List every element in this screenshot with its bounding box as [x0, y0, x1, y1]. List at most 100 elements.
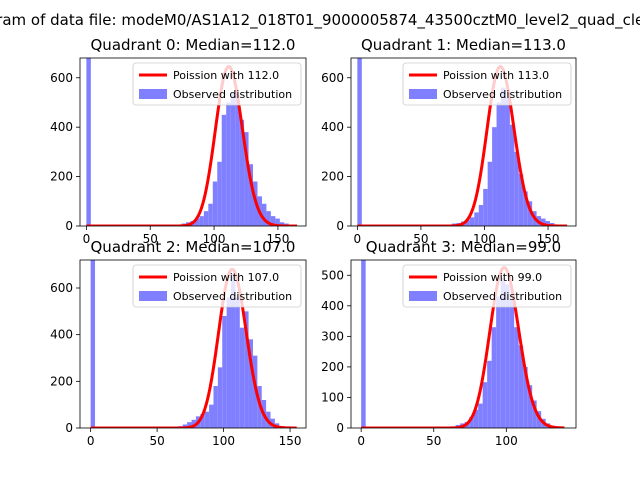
- axes-frame: [79, 259, 307, 429]
- subplot-quadrant-2: 0 50 100 150 0 200 400 600 Quadrant 2: Median=10…: [50, 238, 307, 448]
- x-tick-label: 0: [354, 232, 362, 246]
- histogram-bar: [473, 409, 479, 428]
- y-tick-label: 600: [50, 281, 73, 295]
- poisson-curve: [86, 65, 298, 226]
- histogram-bar: [501, 87, 506, 226]
- plot-area: [90, 260, 297, 428]
- histogram-bar: [200, 414, 205, 428]
- histogram-bar: [505, 97, 510, 226]
- legend-label-poisson: Poission with 113.0: [443, 69, 549, 82]
- histogram-bar: [487, 360, 492, 428]
- legend-label-observed: Observed distribution: [173, 88, 292, 101]
- histogram-bar: [261, 203, 267, 226]
- histogram-bar: [248, 339, 253, 428]
- histogram-bar: [505, 284, 510, 428]
- histogram-bar: [500, 278, 506, 428]
- histogram-bar: [266, 211, 271, 226]
- legend-hist-swatch: [409, 89, 437, 99]
- histogram-bar: [487, 161, 493, 226]
- x-tick-label: 150: [537, 232, 560, 246]
- x-tick-label: 100: [495, 434, 518, 448]
- histogram-bar: [469, 217, 475, 226]
- y-tick-label: 400: [50, 120, 73, 134]
- legend-box: [132, 62, 302, 106]
- axes-frame: [79, 57, 307, 227]
- histogram-bar: [523, 366, 528, 428]
- legend: Poission with 107.0 Observed distribution: [132, 264, 302, 308]
- y-tick-label: 400: [321, 299, 344, 313]
- histogram-bar: [275, 218, 280, 226]
- histogram-bar: [212, 181, 218, 226]
- legend-label-poisson: Poission with 112.0: [173, 69, 279, 82]
- legend-box: [132, 264, 302, 308]
- histogram-bar: [361, 260, 366, 428]
- x-tick-label: 0: [357, 434, 365, 448]
- y-tick-label: 600: [50, 71, 73, 85]
- y-tick-label: 500: [321, 268, 344, 282]
- histogram-bar: [518, 345, 524, 428]
- histogram-bar: [496, 102, 501, 226]
- histogram-bar: [239, 119, 245, 226]
- x-tick-label: 50: [413, 232, 428, 246]
- axes-frame: [350, 57, 577, 227]
- histogram-bar: [483, 188, 488, 226]
- x-tick-label: 0: [83, 232, 91, 246]
- subplot-quadrant-1: 0 50 100 150 0 200 400 600 Quadrant 1: Median=11…: [321, 36, 577, 246]
- legend-hist-swatch: [139, 89, 167, 99]
- histogram-bar: [199, 216, 204, 226]
- y-tick-label: 200: [321, 170, 344, 184]
- histogram-bar: [222, 316, 227, 428]
- x-tick-label: 150: [266, 232, 289, 246]
- y-tick-label: 400: [321, 120, 344, 134]
- histogram-bar: [221, 114, 227, 226]
- histogram-bar: [509, 124, 515, 226]
- x-tick-label: 0: [87, 434, 95, 448]
- plot-area: [86, 58, 298, 226]
- histogram-bar: [532, 400, 537, 428]
- x-tick-label: 50: [143, 232, 158, 246]
- x-tick-label: 150: [279, 434, 302, 448]
- legend-label-observed: Observed distribution: [173, 290, 292, 303]
- histogram-bar: [217, 161, 222, 226]
- histogram-bar: [465, 219, 470, 226]
- x-tick-label: 50: [426, 434, 441, 448]
- histogram-bar: [541, 218, 546, 226]
- y-tick-label: 400: [50, 328, 73, 342]
- histogram-bar: [279, 222, 285, 226]
- histogram-bar: [514, 327, 519, 428]
- legend-box: [402, 264, 572, 308]
- y-tick-label: 0: [65, 219, 73, 233]
- histogram-bar: [248, 164, 254, 226]
- histogram-bar: [191, 419, 196, 428]
- histogram-bar: [231, 274, 236, 428]
- histogram-bar: [527, 385, 533, 428]
- histogram-bar: [86, 58, 91, 226]
- histogram-bar: [469, 417, 474, 428]
- histogram-bar: [509, 299, 515, 428]
- poisson-curve: [361, 266, 565, 428]
- legend-hist-swatch: [139, 291, 167, 301]
- histogram-bar: [482, 382, 488, 428]
- histogram-bar: [527, 201, 533, 226]
- y-tick-label: 0: [336, 219, 344, 233]
- subplot-title: Quadrant 1: Median=113.0: [361, 36, 566, 54]
- histogram-bar: [244, 132, 249, 226]
- histogram-bar: [194, 218, 200, 226]
- subplot-title: Quadrant 0: Median=112.0: [91, 36, 296, 54]
- legend: Poission with 99.0 Observed distribution: [402, 264, 572, 308]
- histogram-bar: [270, 216, 276, 226]
- poisson-curve: [90, 267, 297, 428]
- x-tick-label: 50: [149, 434, 164, 448]
- subplot-title: Quadrant 3: Median=99.0: [366, 238, 561, 256]
- y-tick-label: 100: [321, 390, 344, 404]
- x-tick-label: 100: [203, 232, 226, 246]
- legend: Poission with 112.0 Observed distribution: [132, 62, 302, 106]
- histogram-bar: [230, 92, 236, 226]
- histogram-bar: [235, 297, 240, 428]
- poisson-curve: [357, 65, 568, 226]
- histogram-bar: [90, 260, 96, 428]
- legend-hist-swatch: [409, 291, 437, 301]
- y-tick-label: 0: [65, 421, 73, 435]
- histogram-bar: [204, 411, 210, 428]
